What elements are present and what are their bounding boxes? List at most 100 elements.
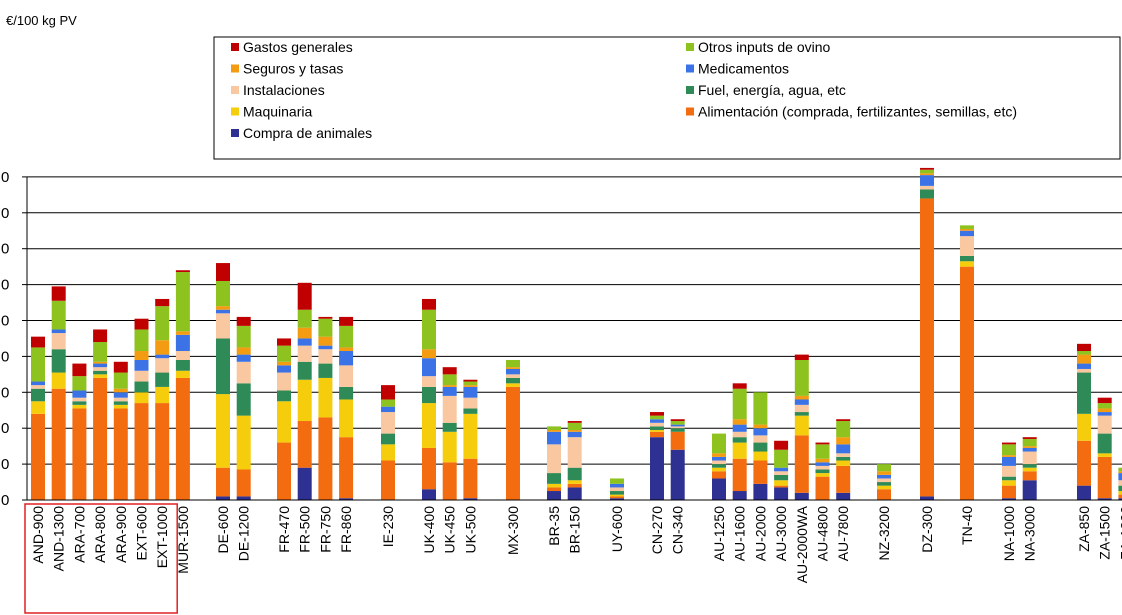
bar-segment-mx-300-otros (506, 359, 520, 368)
bar-segment-au-1250-maquinaria (712, 467, 726, 472)
y-tick-label: 0 (1, 205, 9, 222)
bar-segment-and-1300-maquinaria (51, 372, 66, 389)
bar-segment-ara-900-alimentacion (113, 408, 128, 500)
bar-segment-na-1000-maquinaria (1002, 480, 1016, 486)
bar-segment-de-600-medicamentos (216, 309, 230, 314)
bar-segment-au-7800-compra (836, 492, 851, 500)
bar-segment-ara-800-instalaciones (93, 367, 108, 371)
bar-segment-fr-470-maquinaria (277, 401, 291, 443)
bar-segment-fr-750-fuel (318, 363, 333, 378)
bar-segment-and-900-alimentacion (31, 413, 45, 500)
bar-segment-na-1000-otros (1002, 444, 1016, 456)
bar-segment-cn-270-instalaciones (650, 422, 664, 427)
bar-segment-na-3000-instalaciones (1022, 451, 1037, 465)
bar-segment-fr-750-instalaciones (318, 349, 333, 364)
bar-segment-au-4800-otros (815, 444, 830, 459)
bar-segment-uk-500-compra (463, 498, 478, 500)
bar-segment-au-4800-maquinaria (815, 473, 830, 477)
bar-segment-au-4800-fuel (815, 469, 830, 474)
bar-segment-za-1800-maquinaria (1118, 491, 1122, 495)
bar-segment-ara-700-medicamentos (72, 390, 87, 398)
y-tick-label: 0 (1, 420, 9, 437)
bar-segment-ara-700-instalaciones (72, 397, 87, 402)
bar-segment-au-2000-compra (753, 483, 768, 500)
legend-swatch-alimentacion (686, 107, 694, 116)
bar-segment-za-1800-seguros (1118, 471, 1122, 474)
category-label-fr-470: FR-470 (276, 506, 292, 553)
category-label-uk-500: UK-500 (462, 506, 478, 554)
legend-swatch-seguros (231, 64, 239, 73)
bar-segment-ara-800-fuel (93, 370, 108, 375)
bar-segment-ara-900-seguros (113, 388, 128, 393)
bar-segment-za-1500-instalaciones (1097, 415, 1112, 434)
category-label-au-1250: AU-1250 (711, 506, 727, 561)
bar-segment-uk-400-fuel (422, 386, 436, 404)
bar-segment-and-1300-alimentacion (51, 388, 66, 500)
y-tick-label: 0 (1, 348, 9, 365)
bar-segment-and-900-instalaciones (31, 385, 45, 389)
bar-segment-uk-400-seguros (422, 349, 436, 359)
bar-segment-nz-3200-instalaciones (877, 478, 891, 483)
bar-segment-au-7800-gastos (836, 419, 851, 422)
bar-segment-au-1600-gastos (732, 383, 747, 389)
bar-segment-na-3000-gastos (1022, 437, 1037, 439)
bar-segment-au-2000-otros (753, 392, 768, 425)
bar-segment-za-850-maquinaria (1077, 413, 1091, 441)
bar-segment-au-2000-fuel (753, 442, 768, 452)
bar-segment-uk-450-fuel (442, 422, 457, 432)
bar-segment-za-1500-fuel (1097, 433, 1112, 454)
unit-label: €/100 kg PV (6, 13, 77, 28)
bar-segment-na-3000-otros (1022, 438, 1037, 447)
bar-segment-za-1800-alimentacion (1118, 494, 1122, 499)
bar-segment-fr-470-gastos (277, 338, 291, 346)
bar-segment-au-1600-medicamentos (732, 424, 747, 432)
bar-segment-ara-900-gastos (113, 361, 128, 373)
bar-segment-au-4800-seguros (815, 458, 830, 463)
bar-segment-dz-300-medicamentos (920, 175, 934, 186)
bar-segment-br-35-seguros (547, 429, 561, 432)
bar-segment-au-2000wa-alimentacion (794, 435, 809, 493)
category-label-ara-900: ARA-900 (113, 506, 129, 563)
bar-segment-ext-600-maquinaria (134, 392, 149, 404)
bar-segment-br-150-maquinaria (567, 480, 582, 484)
bar-segment-ara-800-gastos (93, 329, 108, 343)
bar-segment-cn-340-instalaciones (670, 426, 685, 429)
bar-segment-fr-750-medicamentos (318, 345, 333, 350)
legend-swatch-maquinaria (231, 107, 239, 116)
bar-segment-br-150-otros (567, 422, 582, 430)
y-tick-label: 0 (1, 492, 9, 509)
bar-segment-uy-600-alimentacion (610, 496, 624, 499)
bar-segment-dz-300-fuel (920, 189, 934, 199)
bar-segment-br-150-gastos (567, 421, 582, 423)
bar-segment-au-1600-alimentacion (732, 458, 747, 492)
bar-segment-and-1300-gastos (51, 286, 66, 301)
bar-segment-cn-270-maquinaria (650, 429, 664, 432)
category-labels: AND-900 AND-1300 ARA-700 ARA-800 ARA-900 EXT-… (30, 505, 1122, 583)
bar-segment-uk-450-maquinaria (442, 431, 457, 463)
bar-segment-tn-40-maquinaria (960, 261, 974, 267)
bar-segment-cn-340-otros (670, 421, 685, 425)
bar-segment-ara-800-medicamentos (93, 363, 108, 368)
bar-segment-za-1800-otros (1118, 467, 1122, 472)
bar-segment-ext-600-otros (134, 329, 149, 352)
bar-segment-de-600-fuel (216, 338, 230, 395)
y-tick-label: 0 (1, 384, 9, 401)
bar-segment-na-3000-alimentacion (1022, 471, 1037, 481)
bar-segment-br-35-alimentacion (547, 487, 561, 492)
bar-segment-za-850-seguros (1077, 354, 1091, 364)
bar-segment-fr-860-maquinaria (339, 399, 354, 438)
bar-segment-au-2000wa-medicamentos (794, 399, 809, 405)
category-label-uk-450: UK-450 (442, 506, 458, 554)
bar-segment-fr-500-instalaciones (297, 345, 312, 362)
bar-segment-za-1500-otros (1097, 403, 1112, 409)
bar-segment-de-600-maquinaria (216, 394, 230, 468)
category-label-ext-600: EXT-600 (134, 506, 150, 561)
bar-segment-br-35-medicamentos (547, 431, 561, 445)
category-label-and-900: AND-900 (30, 506, 46, 564)
bar-segment-na-1000-gastos (1002, 442, 1016, 445)
bar-segment-ext-600-gastos (134, 318, 149, 330)
legend-label-gastos: Gastos generales (243, 39, 353, 55)
bar-segment-ara-900-maquinaria (113, 404, 128, 409)
bar-segment-au-2000wa-gastos (794, 354, 809, 360)
